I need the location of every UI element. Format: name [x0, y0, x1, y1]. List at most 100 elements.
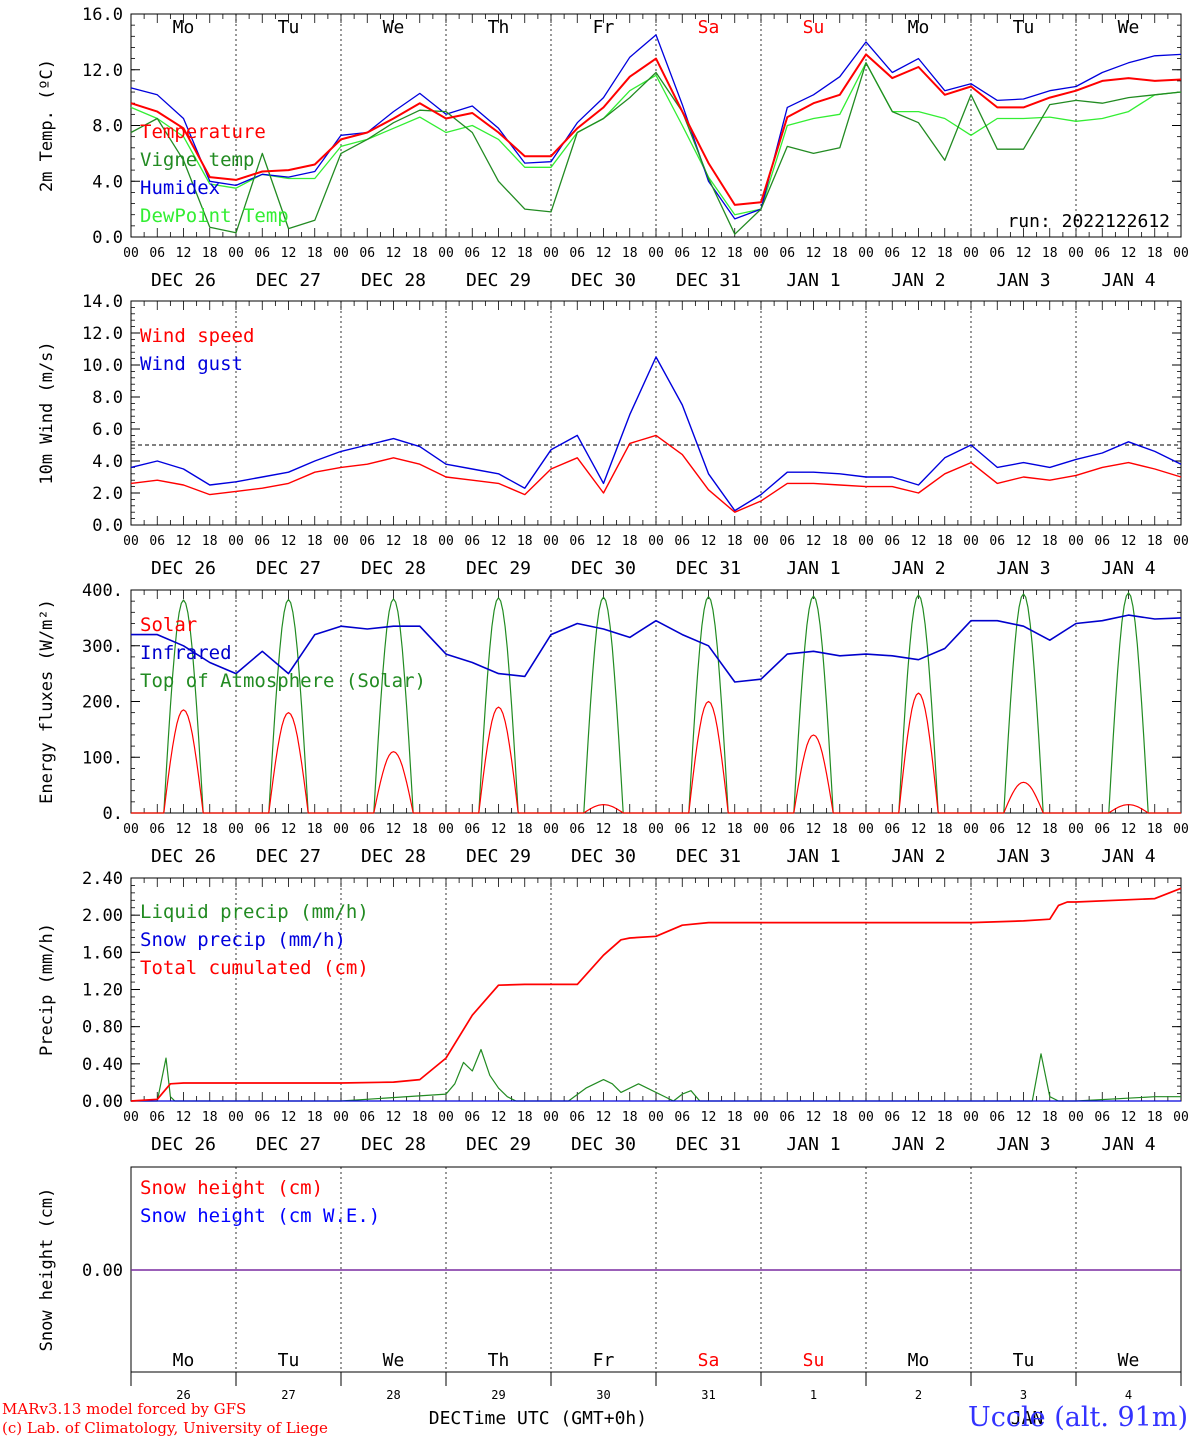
x-hour-label: 12 — [1121, 822, 1137, 837]
x-hour-label: 00 — [1173, 534, 1189, 549]
weekday-label: Mo — [173, 1350, 195, 1371]
x-hour-label: 00 — [858, 246, 874, 261]
x-hour-label: 00 — [543, 534, 559, 549]
weekday-label: Th — [488, 1350, 510, 1371]
x-hour-label: 06 — [674, 822, 690, 837]
x-hour-label: 00 — [543, 822, 559, 837]
x-date-label: DEC 30 — [571, 846, 636, 867]
y-tick-label: 4.0 — [92, 452, 123, 472]
x-hour-label: 00 — [438, 1110, 454, 1125]
x-hour-label: 00 — [963, 822, 979, 837]
y-tick-label: 400. — [82, 581, 123, 601]
month-label-dec: DEC — [429, 1408, 462, 1429]
weekday-label: Th — [488, 17, 510, 38]
x-date-label: DEC 26 — [151, 270, 216, 291]
y-tick-label: 0.40 — [82, 1055, 123, 1075]
panel-3: Energy fluxes (W/m²) 0. 100. 200. 300. 400. 00… — [37, 581, 1189, 867]
x-date-label: JAN 4 — [1101, 1134, 1155, 1155]
footer-model-line: MARv3.13 model forced by GFS — [2, 1400, 247, 1418]
x-hour-label: 18 — [1042, 1110, 1058, 1125]
weekday-label: We — [1118, 17, 1140, 38]
x-hour-label: 12 — [176, 1110, 192, 1125]
x-hour-label: 06 — [779, 534, 795, 549]
x-date-label: JAN 1 — [786, 270, 840, 291]
x-hour-label: 12 — [596, 1110, 612, 1125]
y-tick-label: 0.0 — [92, 228, 123, 248]
x-hour-label: 12 — [386, 534, 402, 549]
x-date-label: DEC 28 — [361, 846, 426, 867]
y-tick-label: 16.0 — [82, 5, 123, 25]
x-date-label: DEC 26 — [151, 1134, 216, 1155]
panel-5: Snow height (cm) 0.00 Mo Tu We Th Fr Sa Su Mo Tu We… — [37, 1166, 1182, 1429]
x-date-label: DEC 27 — [256, 846, 321, 867]
legend-entry: Total cumulated (cm) — [140, 957, 369, 979]
x-hour-label: 06 — [989, 534, 1005, 549]
x-hour-label: 12 — [806, 1110, 822, 1125]
x-hour-label: 06 — [674, 534, 690, 549]
x-hour-label: 00 — [858, 1110, 874, 1125]
y-tick-label: 200. — [82, 693, 123, 713]
y-tick-label: 8.0 — [92, 388, 123, 408]
series-line — [130, 62, 1182, 216]
x-hour-label: 06 — [569, 246, 585, 261]
month-label-jan: JAN — [1011, 1408, 1044, 1429]
weekday-label: Mo — [173, 17, 195, 38]
legend-entry: Wind speed — [140, 325, 254, 347]
x-hour-label: 00 — [543, 1110, 559, 1125]
series-line — [130, 434, 1182, 513]
day-number: 1 — [810, 1388, 817, 1402]
x-hour-label: 06 — [989, 822, 1005, 837]
x-hour-label: 18 — [517, 534, 533, 549]
x-hour-label: 06 — [779, 246, 795, 261]
legend-entry: Vigne temp — [140, 149, 254, 171]
series-line — [131, 614, 1182, 683]
x-date-label: JAN 1 — [786, 1134, 840, 1155]
x-hour-label: 18 — [727, 822, 743, 837]
x-hour-label: 18 — [202, 246, 218, 261]
x-hour-label: 00 — [438, 246, 454, 261]
x-hour-label: 12 — [1121, 534, 1137, 549]
station-label: Uccle (alt. 91m) — [968, 1402, 1188, 1433]
x-hour-label: 06 — [254, 246, 270, 261]
series-line — [130, 34, 1182, 220]
y-tick-label: 14.0 — [82, 292, 123, 312]
y-axis-label: Precip (mm/h) — [37, 923, 57, 1056]
x-hour-label: 12 — [386, 1110, 402, 1125]
x-hour-label: 00 — [648, 246, 664, 261]
x-hour-label: 12 — [1016, 534, 1032, 549]
x-hour-label: 06 — [884, 822, 900, 837]
x-hour-label: 18 — [1042, 246, 1058, 261]
run-label: run: 2022122612 — [1007, 211, 1170, 232]
x-hour-label: 00 — [1173, 822, 1189, 837]
x-hour-label: 12 — [491, 1110, 507, 1125]
x-hour-label: 12 — [701, 246, 717, 261]
x-hour-label: 00 — [963, 1110, 979, 1125]
x-hour-label: 06 — [464, 822, 480, 837]
x-hour-label: 18 — [412, 1110, 428, 1125]
legend-entry: Snow height (cm) — [140, 1177, 323, 1199]
x-hour-label: 06 — [674, 246, 690, 261]
series-line — [130, 62, 1182, 235]
x-hour-label: 12 — [1016, 246, 1032, 261]
x-hour-label: 00 — [1068, 1110, 1084, 1125]
x-date-label: DEC 27 — [256, 1134, 321, 1155]
weekday-label: We — [383, 17, 405, 38]
weekday-label: Su — [803, 1350, 825, 1371]
x-hour-label: 12 — [596, 822, 612, 837]
y-tick-label: 2.00 — [82, 906, 123, 926]
x-hour-label: 00 — [963, 246, 979, 261]
x-hour-label: 12 — [386, 822, 402, 837]
x-hour-label: 00 — [228, 534, 244, 549]
x-hour-label: 00 — [753, 1110, 769, 1125]
x-hour-label: 12 — [491, 822, 507, 837]
x-date-label: DEC 29 — [466, 846, 531, 867]
x-hour-label: 18 — [1147, 822, 1163, 837]
x-hour-label: 06 — [254, 822, 270, 837]
weekday-label: Sa — [698, 1350, 720, 1371]
x-hour-label: 06 — [254, 1110, 270, 1125]
x-hour-label: 00 — [1068, 246, 1084, 261]
x-hour-label: 12 — [596, 534, 612, 549]
x-hour-label: 12 — [806, 534, 822, 549]
x-hour-label: 00 — [333, 534, 349, 549]
x-hour-label: 18 — [1147, 246, 1163, 261]
